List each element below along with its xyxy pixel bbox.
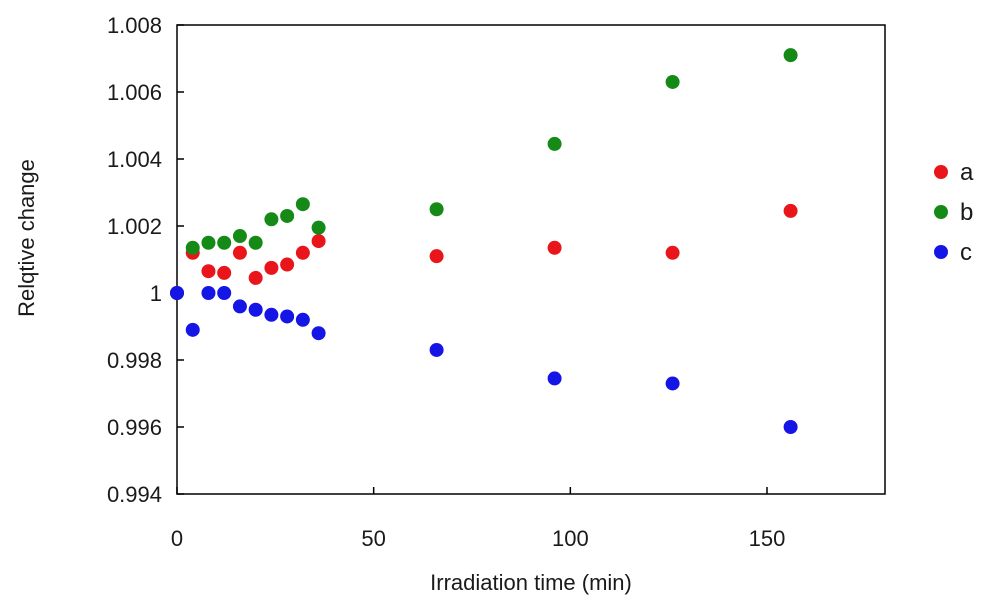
x-axis-title: Irradiation time (min): [430, 570, 632, 595]
data-point-c: [295, 312, 310, 327]
legend-item-b: b: [934, 199, 973, 226]
y-tick-label: 1.002: [107, 214, 162, 239]
data-point-b: [201, 235, 216, 250]
plot-area-frame: [176, 24, 886, 495]
x-tick-label: 0: [171, 526, 183, 551]
y-axis-ticks: 0.994 0.996 0.998 1 1.002 1.004 1.006 1.008: [107, 13, 184, 507]
legend-label: c: [960, 239, 972, 266]
data-point-a: [311, 234, 326, 249]
data-point-c: [264, 307, 279, 322]
data-point-a: [295, 245, 310, 260]
data-point-c: [185, 322, 200, 337]
data-point-c: [311, 326, 326, 341]
data-point-b: [783, 48, 798, 63]
series-a: [170, 203, 798, 300]
data-point-a: [217, 265, 232, 280]
legend-label: b: [960, 199, 973, 226]
data-point-c: [783, 420, 798, 434]
data-point-a: [665, 245, 680, 260]
y-tick-label: 1.004: [107, 147, 162, 172]
y-axis-title: Relqtive change: [14, 159, 39, 317]
data-point-b: [248, 235, 263, 250]
data-point-b: [217, 235, 232, 250]
y-tick-label: 0.998: [107, 348, 162, 373]
x-tick-label: 150: [749, 526, 786, 551]
data-point-c: [429, 342, 444, 357]
y-tick-label: 1: [150, 281, 162, 306]
data-point-a: [547, 240, 562, 255]
data-point-b: [665, 74, 680, 89]
x-tick-label: 50: [361, 526, 385, 551]
data-point-a: [232, 245, 247, 260]
data-point-b: [295, 197, 310, 212]
y-tick-label: 0.996: [107, 415, 162, 440]
y-tick-label: 0.994: [107, 482, 162, 507]
data-point-b: [264, 212, 279, 227]
x-axis-ticks: 0 50 100 150: [171, 487, 785, 551]
data-point-a: [280, 257, 295, 272]
data-point-a: [429, 249, 444, 264]
legend-marker: [934, 245, 948, 259]
data-points: [170, 48, 798, 434]
data-point-c: [665, 376, 680, 391]
legend: abc: [934, 159, 974, 266]
data-point-b: [280, 208, 295, 223]
x-tick-label: 100: [552, 526, 589, 551]
data-point-a: [201, 264, 216, 279]
data-point-a: [248, 270, 263, 285]
legend-item-a: a: [934, 159, 974, 186]
data-point-c: [217, 286, 232, 300]
data-point-c: [201, 286, 216, 300]
data-point-c: [280, 309, 295, 324]
data-point-b: [311, 220, 326, 235]
series-c: [170, 286, 798, 434]
y-tick-label: 1.008: [107, 13, 162, 38]
data-point-c: [232, 299, 247, 314]
data-point-a: [783, 203, 798, 218]
data-point-b: [429, 202, 444, 217]
data-point-b: [185, 240, 200, 255]
y-tick-label: 1.006: [107, 80, 162, 105]
data-point-c: [170, 286, 184, 300]
series-b: [170, 48, 798, 300]
legend-label: a: [960, 159, 974, 186]
data-point-c: [547, 371, 562, 386]
legend-marker: [934, 205, 948, 219]
data-point-a: [264, 260, 279, 275]
data-point-b: [547, 136, 562, 151]
legend-marker: [934, 165, 948, 179]
data-point-b: [232, 229, 247, 244]
legend-item-c: c: [934, 239, 972, 266]
data-point-c: [248, 302, 263, 317]
